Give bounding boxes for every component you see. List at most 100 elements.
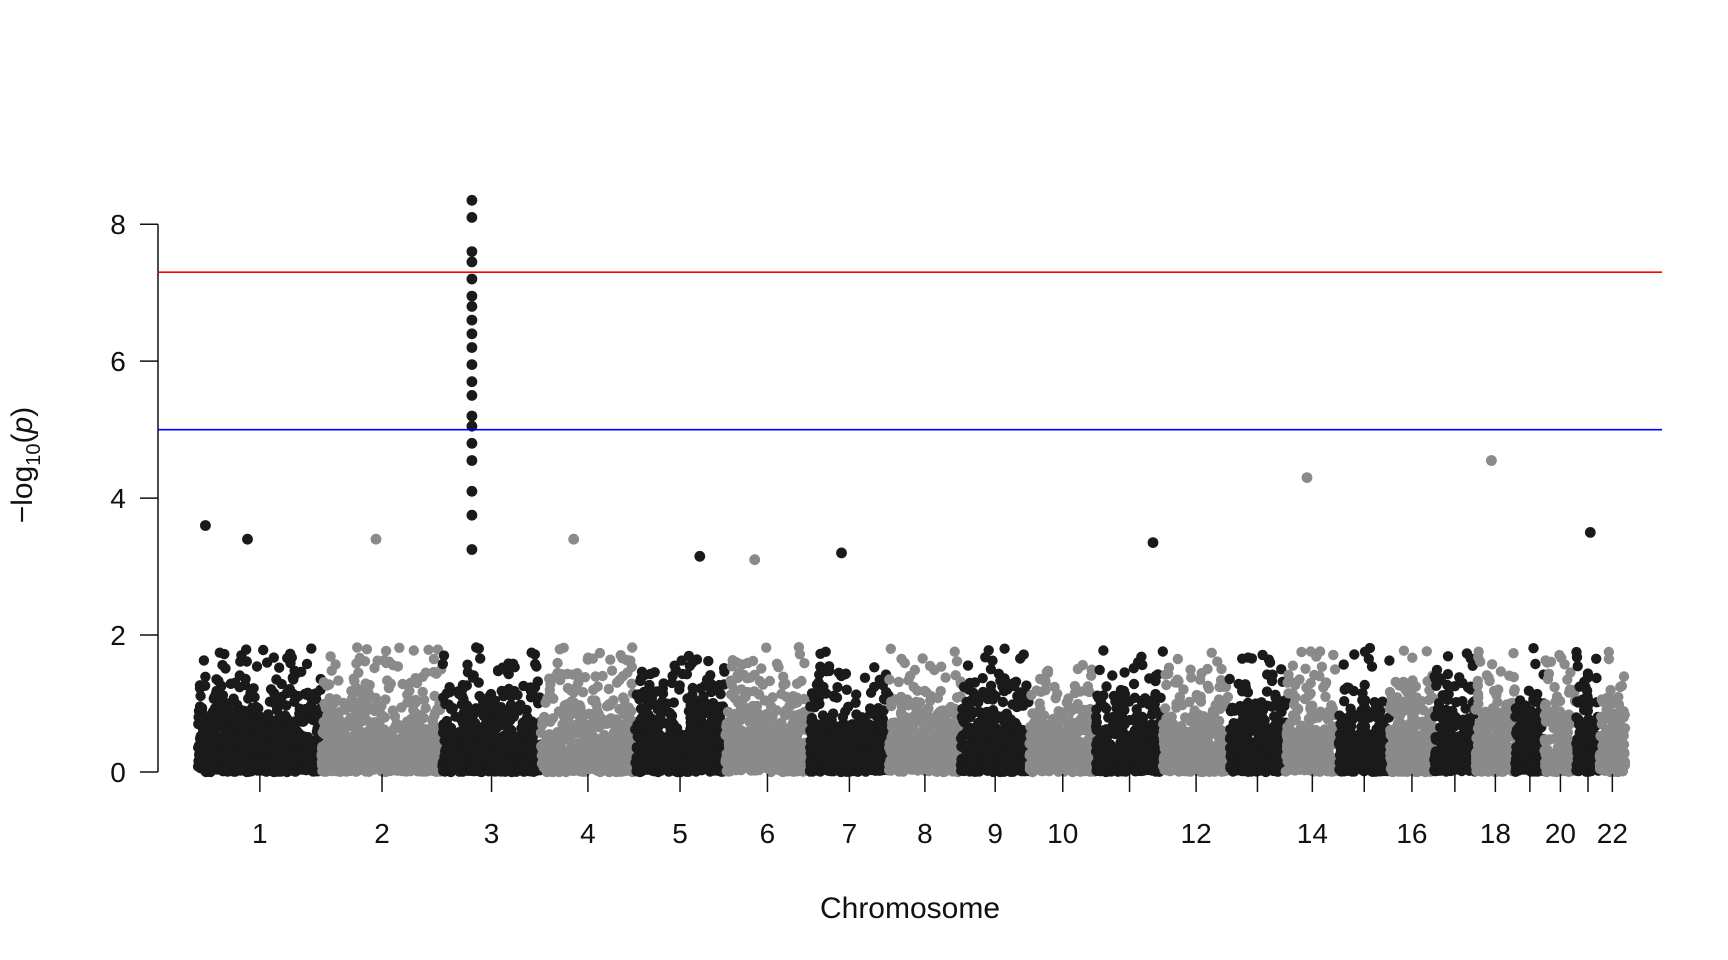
chromosome-9-points bbox=[955, 643, 1035, 778]
snp-point bbox=[318, 677, 330, 688]
snp-point bbox=[912, 685, 923, 696]
snp-point bbox=[851, 689, 862, 700]
snp-point bbox=[575, 702, 586, 713]
snp-point bbox=[714, 679, 725, 691]
snp-point bbox=[369, 662, 380, 674]
snp-point bbox=[423, 644, 434, 655]
snp-point bbox=[506, 691, 517, 702]
snp-point bbox=[206, 717, 217, 728]
snp-point bbox=[489, 695, 501, 706]
snp-point bbox=[298, 747, 309, 758]
snp-point bbox=[751, 759, 763, 770]
snp-point bbox=[611, 714, 622, 725]
snp-point bbox=[456, 699, 468, 710]
snp-point bbox=[893, 676, 904, 688]
snp-point bbox=[352, 642, 363, 653]
snp-point bbox=[891, 756, 902, 767]
snp-point bbox=[512, 732, 523, 743]
snp-point bbox=[286, 652, 297, 663]
snp-point bbox=[855, 758, 866, 770]
snp-point bbox=[249, 692, 260, 703]
snp-point bbox=[918, 763, 929, 775]
snp-point bbox=[261, 657, 273, 668]
snp-point bbox=[491, 723, 502, 734]
snp-point bbox=[951, 656, 963, 667]
snp-point bbox=[217, 690, 229, 701]
snp-point bbox=[443, 699, 454, 710]
snp-point bbox=[840, 764, 851, 776]
snp-point bbox=[877, 713, 888, 725]
snp-point bbox=[622, 667, 633, 678]
snp-point bbox=[282, 724, 293, 735]
snp-point bbox=[635, 703, 647, 714]
snp-point bbox=[922, 703, 934, 715]
snp-point bbox=[214, 647, 225, 658]
snp-point bbox=[547, 736, 558, 748]
snp-point bbox=[909, 739, 920, 750]
snp-point bbox=[280, 710, 291, 721]
snp-point bbox=[665, 723, 676, 735]
snp-point bbox=[405, 750, 417, 762]
snp-point bbox=[194, 739, 205, 750]
snp-point bbox=[230, 720, 242, 731]
snp-point bbox=[325, 651, 336, 662]
snp-point bbox=[578, 722, 589, 734]
snp-point bbox=[706, 686, 717, 698]
snp-point bbox=[690, 732, 702, 743]
snp-point bbox=[592, 705, 603, 716]
snp-point bbox=[771, 658, 783, 669]
snp-point bbox=[445, 722, 457, 734]
snp-point bbox=[418, 712, 429, 724]
snp-point bbox=[304, 755, 315, 766]
snp-point bbox=[494, 760, 505, 771]
snp-point bbox=[605, 654, 616, 665]
snp-point bbox=[650, 740, 661, 751]
snp-point bbox=[469, 717, 481, 729]
snp-point bbox=[270, 764, 281, 775]
snp-point bbox=[289, 696, 300, 707]
snp-point bbox=[752, 742, 763, 754]
snp-point bbox=[401, 733, 413, 745]
snp-point bbox=[778, 671, 789, 682]
snp-point bbox=[326, 765, 338, 777]
snp-point bbox=[568, 687, 579, 698]
snp-point bbox=[555, 674, 566, 686]
snp-point bbox=[761, 642, 772, 653]
snp-point bbox=[583, 753, 594, 764]
snp-point bbox=[205, 766, 216, 778]
snp-point bbox=[924, 753, 936, 764]
snp-point bbox=[634, 689, 645, 700]
snp-point bbox=[917, 653, 928, 664]
snp-point bbox=[253, 703, 264, 714]
snp-point bbox=[197, 707, 208, 719]
snp-point bbox=[723, 766, 735, 777]
snp-point bbox=[232, 707, 243, 718]
snp-point bbox=[513, 755, 525, 767]
snp-point bbox=[796, 675, 807, 687]
snp-point bbox=[577, 687, 589, 698]
chromosome-1-points bbox=[192, 643, 327, 778]
snp-point bbox=[557, 719, 568, 730]
snp-point bbox=[639, 747, 650, 758]
snp-point bbox=[471, 642, 482, 653]
snp-point bbox=[918, 722, 930, 733]
snp-point bbox=[683, 706, 695, 717]
snp-point bbox=[588, 684, 599, 695]
snp-point bbox=[426, 740, 438, 752]
snp-point bbox=[742, 657, 753, 669]
snp-point bbox=[241, 656, 252, 667]
snp-point bbox=[890, 694, 901, 705]
snp-point bbox=[360, 678, 371, 689]
snp-point bbox=[773, 723, 785, 735]
snp-point bbox=[251, 757, 263, 768]
snp-point bbox=[796, 715, 807, 726]
snp-point bbox=[736, 684, 747, 695]
snp-point bbox=[263, 726, 274, 738]
snp-point bbox=[650, 721, 661, 732]
snp-point bbox=[473, 677, 484, 688]
snp-point bbox=[668, 697, 679, 708]
snp-point bbox=[346, 693, 358, 704]
snp-point bbox=[794, 649, 806, 660]
snp-point bbox=[657, 688, 669, 699]
snp-point bbox=[806, 761, 817, 773]
